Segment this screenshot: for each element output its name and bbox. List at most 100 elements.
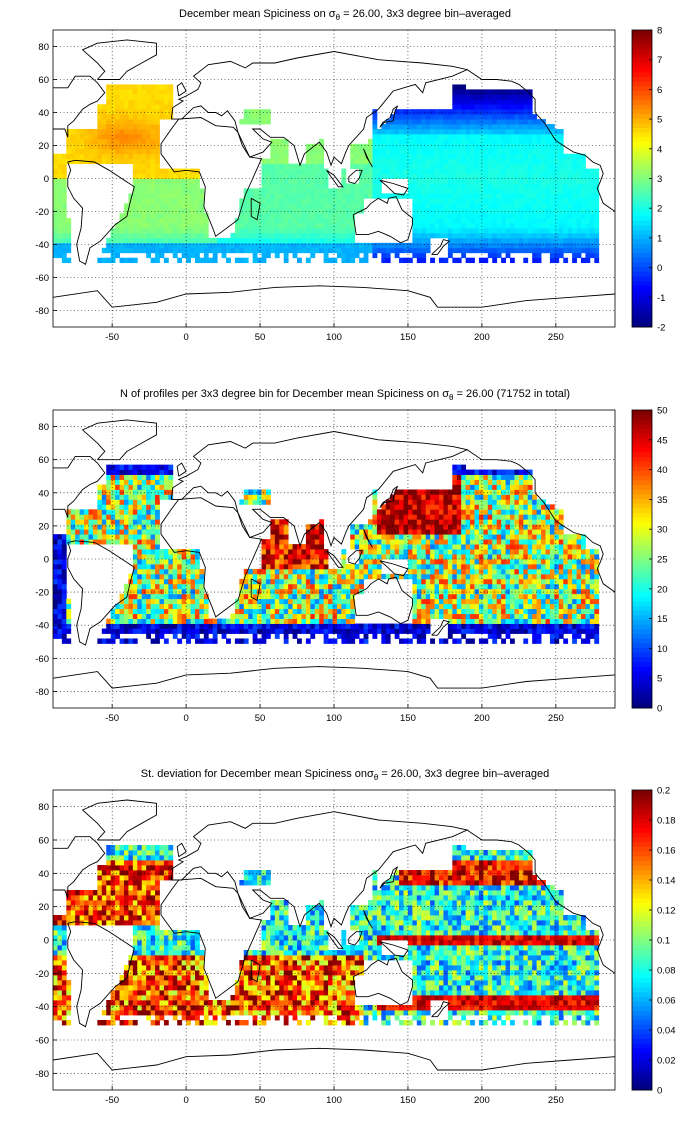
bin-cell xyxy=(514,94,520,100)
bin-cell xyxy=(474,519,480,525)
bin-cell xyxy=(305,613,311,619)
bin-cell xyxy=(323,578,329,585)
bin-cell xyxy=(177,237,183,244)
bin-cell xyxy=(483,499,489,505)
bin-cell xyxy=(439,168,444,174)
bin-cell xyxy=(549,223,555,229)
bin-cell xyxy=(146,484,152,490)
bin-cell xyxy=(549,183,555,189)
bin-cell xyxy=(279,237,285,244)
bin-cell xyxy=(123,519,129,525)
bin-cell xyxy=(465,559,471,565)
bin-cell xyxy=(288,573,293,580)
bin-cell xyxy=(137,613,143,619)
bin-cell xyxy=(518,124,524,130)
bin-cell xyxy=(492,203,498,209)
bin-cell xyxy=(270,578,276,585)
bin-cell xyxy=(474,573,480,580)
bin-cell xyxy=(452,183,458,189)
bin-cell xyxy=(456,237,462,244)
bin-cell xyxy=(434,509,440,515)
bin-cell xyxy=(190,554,196,560)
bin-cell xyxy=(474,598,480,605)
bin-cell xyxy=(456,603,462,610)
bin-cell xyxy=(496,138,502,145)
bin-cell xyxy=(137,129,143,135)
bin-cell xyxy=(381,133,387,140)
bin-cell xyxy=(265,247,271,254)
colorbar-step xyxy=(632,132,652,138)
bin-cell xyxy=(407,524,413,530)
bin-cell xyxy=(341,183,347,189)
bin-cell xyxy=(487,104,493,110)
bin-cell xyxy=(123,499,129,505)
bin-cell xyxy=(137,464,143,470)
bin-cell xyxy=(532,148,538,155)
bin-cell xyxy=(412,203,418,209)
bin-cell xyxy=(412,623,418,629)
bin-cell xyxy=(425,554,431,560)
bin-cell xyxy=(288,603,293,610)
bin-cell xyxy=(194,578,200,585)
bin-cell xyxy=(243,638,249,644)
bin-cell xyxy=(470,563,475,570)
bin-cell xyxy=(168,554,174,560)
bin-cell xyxy=(61,158,67,165)
bin-cell xyxy=(585,257,591,264)
bin-cell xyxy=(452,208,458,214)
bin-cell xyxy=(345,242,351,249)
bin-cell xyxy=(115,109,120,115)
bin-cell xyxy=(186,603,191,610)
bin-cell xyxy=(412,494,418,500)
bin-cell xyxy=(328,578,333,585)
bin-cell xyxy=(123,89,129,95)
bin-cell xyxy=(576,173,582,179)
bin-cell xyxy=(416,549,422,555)
bin-cell xyxy=(141,504,147,510)
bin-cell xyxy=(212,618,218,624)
bin-cell xyxy=(61,188,67,194)
bin-cell xyxy=(421,504,427,510)
bin-cell xyxy=(443,257,449,264)
bin-cell xyxy=(447,213,453,219)
bin-cell xyxy=(319,588,325,595)
bin-cell xyxy=(217,247,222,254)
bin-cell xyxy=(354,163,360,169)
bin-cell xyxy=(465,573,471,580)
bin-cell xyxy=(115,124,120,130)
bin-cell xyxy=(421,583,427,590)
bin-cell xyxy=(310,623,316,629)
bin-cell xyxy=(416,168,422,174)
bin-cell xyxy=(412,514,418,520)
bin-cell xyxy=(478,168,484,174)
bin-cell xyxy=(123,494,129,500)
bin-cell xyxy=(345,568,351,575)
bin-cell xyxy=(416,583,422,590)
bin-cell xyxy=(283,178,289,184)
bin-cell xyxy=(53,544,58,550)
bin-cell xyxy=(203,213,209,219)
bin-cell xyxy=(283,549,289,555)
bin-cell xyxy=(536,228,542,234)
bin-cell xyxy=(123,153,129,160)
bin-cell xyxy=(399,168,404,174)
bin-cell xyxy=(314,203,320,209)
bin-cell xyxy=(155,509,160,515)
bin-cell xyxy=(576,178,582,184)
bin-cell xyxy=(585,228,591,234)
bin-cell xyxy=(514,168,520,174)
bin-cell xyxy=(536,247,542,254)
bin-cell xyxy=(274,228,280,234)
colorbar-step xyxy=(632,289,652,296)
bin-cell xyxy=(123,133,129,140)
bin-cell xyxy=(230,247,236,254)
bin-cell xyxy=(385,257,391,264)
bin-cell xyxy=(323,178,329,184)
bin-cell xyxy=(314,237,320,244)
bin-cell xyxy=(186,559,191,565)
bin-cell xyxy=(363,573,369,580)
bin-cell xyxy=(501,208,506,214)
bin-cell xyxy=(492,603,498,610)
bin-cell xyxy=(305,143,311,150)
y-tick-label: 80 xyxy=(38,42,49,53)
